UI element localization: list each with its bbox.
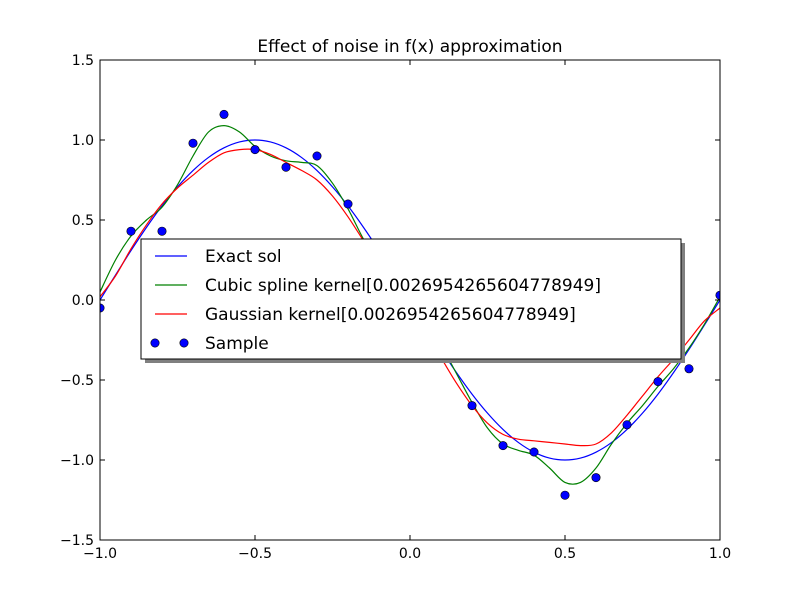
sample-point (219, 109, 229, 119)
legend-label: Sample (205, 334, 269, 354)
ticks-layer: −1.0 −0.5 0.0 0.5 1.01.51.00.50.0−0.5−1.0−1.… (60, 53, 731, 562)
legend-box (140, 238, 682, 360)
y-tick-label: 0.0 (72, 293, 94, 309)
sample-point (312, 151, 322, 161)
x-tick-label: −1.0 (83, 546, 117, 562)
y-tick-label: −1.5 (60, 533, 94, 549)
sample-point (560, 490, 570, 500)
legend: Exact sol Cubic spline kernel[0.002695426… (140, 238, 685, 363)
chart-title: Effect of noise in f(x) approximation (257, 37, 562, 57)
sample-point (591, 473, 601, 483)
sample-point (250, 145, 260, 155)
sample-point (467, 401, 477, 411)
sample-point (622, 420, 632, 430)
legend-label: Cubic spline kernel[0.002695426560477894… (205, 276, 601, 296)
legend-label: Exact sol (205, 247, 282, 267)
legend-label: Gaussian kernel[0.002695426560477894​9] (205, 305, 576, 325)
x-tick-label: 0.5 (554, 546, 576, 562)
y-tick-label: 1.5 (72, 53, 94, 69)
sample-point (157, 226, 167, 236)
y-tick-label: 0.5 (72, 213, 94, 229)
sample-point (281, 162, 291, 172)
sample-point (684, 364, 694, 374)
sample-point (343, 199, 353, 209)
y-tick-label: −1.0 (60, 453, 94, 469)
y-tick-label: 1.0 (72, 133, 94, 149)
y-tick-label: −0.5 (60, 373, 94, 389)
sample-point (126, 226, 136, 236)
x-tick-label: 1.0 (709, 546, 731, 562)
sample-point (529, 447, 539, 457)
x-tick-label: 0.0 (399, 546, 421, 562)
x-tick-label: −0.5 (238, 546, 272, 562)
sample-point (653, 377, 663, 387)
legend-marker (150, 338, 160, 348)
sample-point (188, 138, 198, 148)
sample-point (498, 441, 508, 451)
legend-marker (179, 338, 189, 348)
